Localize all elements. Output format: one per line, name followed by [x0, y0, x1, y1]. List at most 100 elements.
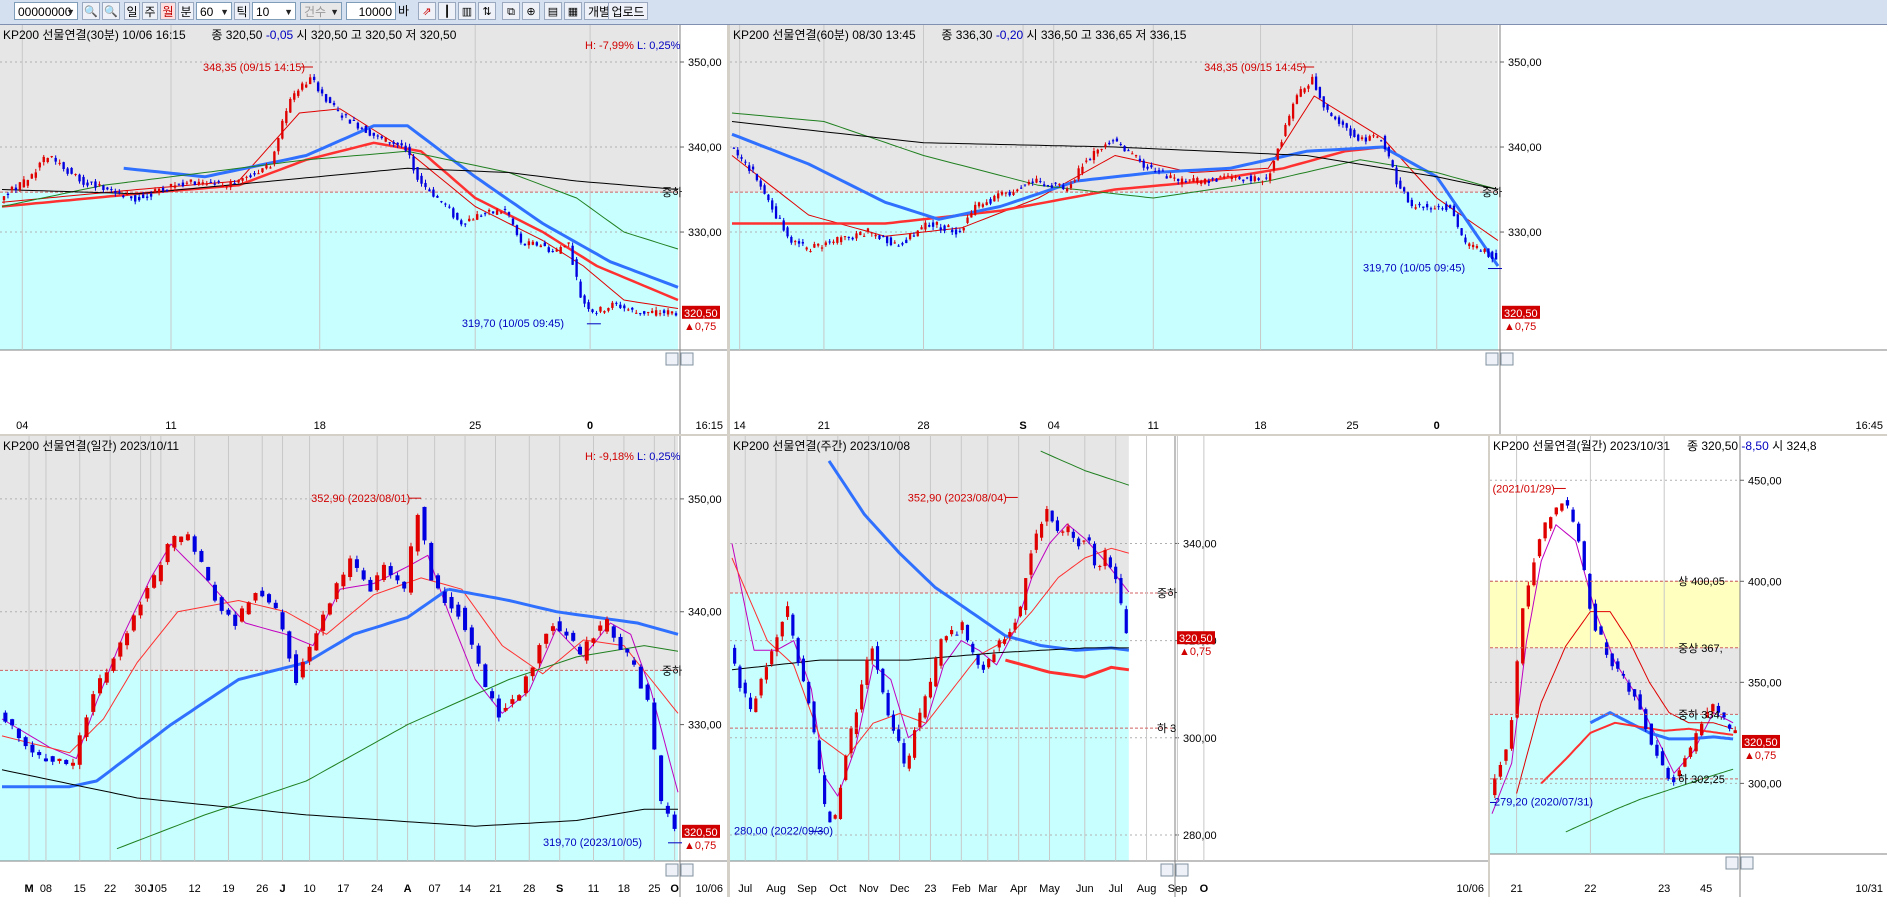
candle-body	[732, 147, 736, 149]
zoom-panel-icon[interactable]	[1740, 856, 1754, 870]
candle-body	[469, 627, 474, 645]
zoom-icon[interactable]: ⊕	[522, 2, 540, 20]
last-change-label: ▲0,75	[684, 840, 716, 852]
candlestick-chart-monthly[interactable]: 450,00 400,00 350,00 300,00 21 22 23 10/31 KP200…	[1490, 436, 1887, 897]
period-day-button[interactable]: 일	[124, 2, 140, 20]
candle-body	[14, 187, 18, 190]
moving-average-line-ma20	[1005, 658, 1130, 679]
candle-body	[828, 241, 831, 243]
candle-body	[1464, 237, 1467, 243]
candle-body	[847, 236, 850, 238]
candle-body	[404, 145, 407, 151]
candle-body	[273, 602, 278, 609]
candle-body	[1184, 181, 1188, 183]
edit-icon[interactable]	[665, 352, 679, 366]
candle-body	[775, 637, 779, 652]
candle-body	[870, 232, 873, 234]
candle-body	[1683, 758, 1687, 767]
candle-body	[770, 651, 774, 665]
candle-body	[985, 202, 988, 206]
candle-body	[400, 143, 403, 146]
candle-body	[314, 633, 319, 651]
zoom-panel-icon[interactable]	[680, 863, 694, 877]
bar-chart-icon[interactable]: ▥	[458, 2, 476, 20]
chart-panel-daily: 350,00 340,00 330,00 M 08 15 22 30 J 05 12 19 26 J 10 1…	[0, 436, 727, 897]
line-chart-icon[interactable]: ⇗	[418, 2, 436, 20]
candle-body	[1337, 117, 1341, 124]
candle-body	[1372, 135, 1375, 137]
zoom-panel-icon[interactable]	[1175, 863, 1189, 877]
copy-icon[interactable]: ⧉	[502, 2, 520, 20]
candle-body	[981, 204, 985, 207]
chart-bg-upper	[1490, 647, 1740, 715]
interval-select[interactable]: 60 ▼	[196, 2, 232, 20]
count-select[interactable]: 건수 ▼	[300, 2, 342, 20]
candle-body	[1694, 733, 1698, 752]
candle-body	[934, 658, 938, 687]
tick-select[interactable]: 10 ▼	[252, 2, 296, 20]
moving-average-line-ma120	[1565, 768, 1734, 833]
grid-icon[interactable]: ▦	[564, 2, 582, 20]
last-price-tag	[1502, 305, 1540, 319]
x-tick-label: Nov	[859, 883, 879, 895]
code-select[interactable]: 00000000 ▼	[14, 2, 78, 20]
x-tick-label: 04	[16, 420, 28, 432]
candle-body	[1391, 160, 1394, 167]
chevron-down-icon: ▼	[66, 7, 75, 17]
tick-button[interactable]: 틱	[234, 2, 250, 20]
candle-body	[239, 608, 245, 622]
candle-body	[974, 204, 977, 215]
low-annotation: 319,70 (10/05 09:45)	[1363, 263, 1465, 275]
candle-body	[579, 281, 582, 298]
candle-body	[396, 142, 399, 145]
candle-body	[212, 584, 217, 601]
candle-body	[130, 196, 133, 199]
candle-body	[1092, 150, 1096, 161]
candle-body	[862, 235, 866, 237]
x-tick-label: Aug	[766, 883, 786, 895]
candle-body	[1672, 777, 1676, 783]
candle-body	[1223, 176, 1226, 178]
candlestick-chart-weekly[interactable]: 340,00320,00300,00280,00JulAugSepOctNovD…	[730, 436, 1488, 897]
candle-body	[487, 209, 491, 212]
upload-button[interactable]: 업로드	[608, 2, 648, 20]
edit-icon[interactable]	[1725, 856, 1739, 870]
candle-body	[483, 664, 488, 688]
search-red-icon[interactable]: 🔍	[102, 2, 120, 20]
edit-icon[interactable]	[1485, 352, 1499, 366]
period-minute-button[interactable]: 분	[178, 2, 194, 20]
candle-body	[1357, 134, 1360, 141]
candle-body	[870, 648, 874, 661]
candle-body	[1468, 243, 1471, 247]
zoom-panel-icon[interactable]	[1500, 352, 1514, 366]
edit-icon[interactable]	[1160, 863, 1174, 877]
candle-body	[1203, 178, 1207, 184]
candle-body	[882, 236, 885, 238]
period-week-button[interactable]: 주	[142, 2, 158, 20]
candlestick-chart-30min[interactable]: 350,00 340,00 330,00 04 11 18 25 0 16:15 KP200 선물…	[0, 25, 727, 434]
zoom-panel-icon[interactable]	[680, 352, 694, 366]
candle-body	[1437, 206, 1440, 208]
candle-body	[336, 109, 340, 111]
zoom-level-label: 45	[1700, 883, 1712, 895]
candlestick-chart-60min[interactable]: 350,00 340,00 330,00 14 21 28 S 04 11 18 25 0 16:45 K…	[730, 25, 1887, 434]
candle-body	[1054, 182, 1057, 184]
candle-body	[416, 167, 419, 180]
sort-icon[interactable]: ⇅	[478, 2, 496, 20]
table-icon[interactable]: ▤	[544, 2, 562, 20]
period-month-button[interactable]: 월	[160, 2, 176, 20]
candle-body	[1733, 730, 1737, 734]
candle-body	[131, 615, 136, 631]
x-tick-label: S	[1019, 420, 1026, 432]
candle-body	[185, 534, 190, 541]
candle-icon[interactable]: ┃	[438, 2, 456, 20]
search-icon[interactable]: 🔍	[82, 2, 100, 20]
candle-body	[26, 180, 30, 186]
x-tick-label: 19	[222, 883, 234, 895]
candle-body	[939, 639, 943, 666]
moving-average-line-ma10	[731, 95, 1499, 241]
edit-icon[interactable]	[665, 863, 679, 877]
count-input[interactable]: 10000	[346, 2, 396, 20]
candle-body	[1226, 175, 1230, 177]
